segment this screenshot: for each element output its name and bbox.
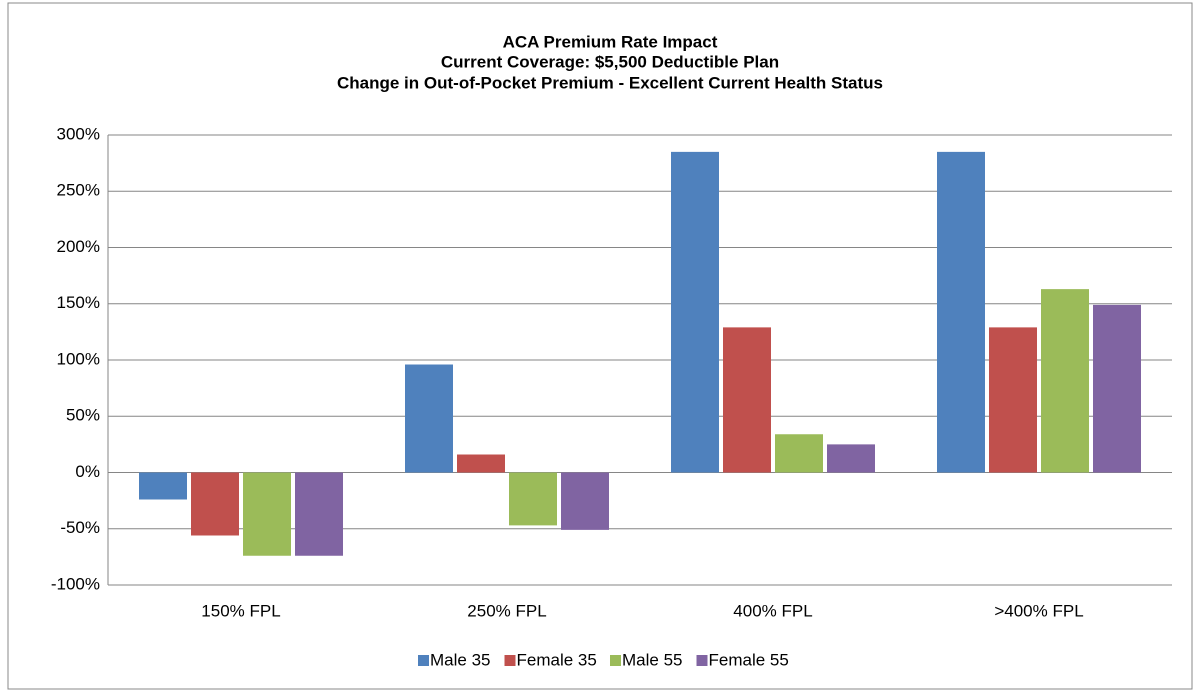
y-tick-label: 150%: [57, 293, 100, 312]
bar: [989, 327, 1037, 473]
y-tick-label: 250%: [57, 181, 100, 200]
legend-label: Male 55: [622, 650, 682, 669]
legend-swatch: [696, 655, 708, 666]
x-tick-label: 250% FPL: [467, 601, 546, 620]
x-tick-label: 400% FPL: [733, 601, 812, 620]
bar: [509, 472, 557, 526]
bar: [139, 472, 187, 500]
bar: [405, 364, 453, 473]
bar: [561, 472, 609, 530]
chart-title: Current Coverage: $5,500 Deductible Plan: [441, 52, 779, 71]
legend-label: Female 55: [709, 650, 789, 669]
legend-swatch: [504, 655, 516, 666]
bar: [937, 151, 985, 473]
bar: [457, 454, 505, 473]
y-tick-label: 200%: [57, 237, 100, 256]
bar: [775, 434, 823, 473]
bar: [1041, 289, 1089, 473]
x-tick-label: 150% FPL: [201, 601, 280, 620]
legend-label: Male 35: [430, 650, 490, 669]
y-tick-label: 100%: [57, 349, 100, 368]
chart-title: ACA Premium Rate Impact: [503, 32, 718, 51]
y-tick-label: -50%: [60, 518, 100, 537]
y-tick-label: -100%: [51, 574, 100, 593]
y-tick-label: 0%: [75, 462, 100, 481]
y-tick-label: 300%: [57, 124, 100, 143]
legend-swatch: [418, 655, 429, 666]
legend-swatch: [610, 655, 621, 666]
bar: [827, 444, 875, 473]
y-tick-label: 50%: [66, 406, 100, 425]
bar: [1093, 304, 1141, 473]
chart-title: Change in Out-of-Pocket Premium - Excell…: [337, 73, 883, 92]
bar: [191, 472, 239, 536]
bar: [243, 472, 291, 556]
bar: [295, 472, 343, 556]
bar: [671, 151, 719, 473]
bar: [723, 327, 771, 473]
legend-label: Female 35: [517, 650, 597, 669]
x-tick-label: >400% FPL: [994, 601, 1083, 620]
